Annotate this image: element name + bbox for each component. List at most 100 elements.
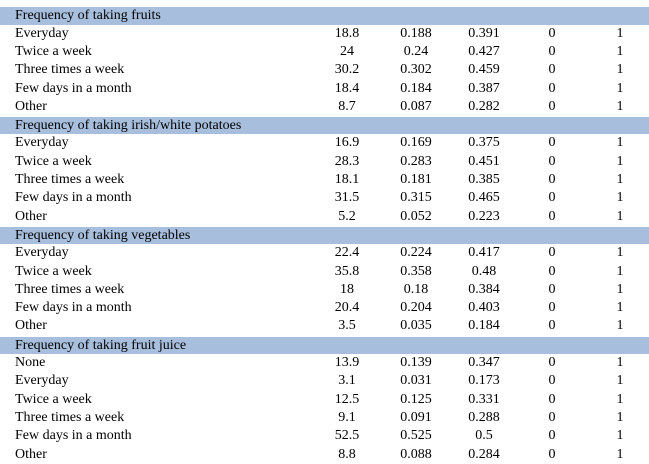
cell-value: 0 xyxy=(548,98,556,114)
cell-value: 28.3 xyxy=(334,153,360,169)
cell-value: 0.184 xyxy=(400,80,432,96)
cell-value: 0.088 xyxy=(400,446,432,462)
table-row: Three times a week 9.1 0.091 0.288 0 1 xyxy=(0,409,649,427)
table-row: Other 5.2 0.052 0.223 0 1 xyxy=(0,208,649,226)
row-label: Twice a week xyxy=(15,153,92,169)
cell-value: 35.8 xyxy=(334,263,360,279)
cell-value: 0 xyxy=(548,281,556,297)
cell-value: 0.284 xyxy=(468,446,500,462)
cell-value: 0.072 xyxy=(386,0,446,6)
cell-value: 0 xyxy=(548,428,556,444)
cell-value: 8.7 xyxy=(338,98,356,114)
section-header: Frequency of taking vegetables xyxy=(0,225,649,245)
cell-value: 0.125 xyxy=(400,391,432,407)
cell-value: 0.282 xyxy=(468,98,500,114)
cell-value: 1 xyxy=(616,172,624,187)
cell-value: 0.525 xyxy=(400,428,432,444)
cell-value: 1 xyxy=(616,98,624,114)
row-label: Other xyxy=(15,318,47,334)
cell-value: 0.331 xyxy=(468,391,500,407)
cell-value: 0.224 xyxy=(400,245,432,261)
cell-value: 0.184 xyxy=(468,318,500,334)
cell-value: 1 xyxy=(616,373,624,389)
table-row: Three times a week 30.2 0.302 0.459 0 1 xyxy=(0,61,649,79)
cell-value: 3.5 xyxy=(338,318,356,334)
cell-value: 1 xyxy=(616,300,624,316)
cell-value: 0.259 xyxy=(454,0,514,6)
cell-value: 0.091 xyxy=(400,409,432,425)
cell-value: 18.8 xyxy=(334,25,360,41)
row-label: Few days in a month xyxy=(15,190,132,206)
row-label: Few days in a month xyxy=(15,300,132,316)
table-row: Few days in a month 20.4 0.204 0.403 0 1 xyxy=(0,299,649,317)
cell-value: 3.1 xyxy=(338,373,356,389)
cell-value: 0.403 xyxy=(468,300,500,316)
cell-value: 0.223 xyxy=(468,208,500,224)
row-label: Everyday xyxy=(15,245,69,261)
cell-value: 0 xyxy=(548,391,556,407)
table-row: Twice a week 12.5 0.125 0.331 0 1 xyxy=(0,391,649,409)
row-label: Three times a week xyxy=(15,172,125,187)
row-label: Few days in a month xyxy=(15,80,132,96)
cell-value: 0.283 xyxy=(400,153,432,169)
cell-value: 0 xyxy=(548,355,556,370)
cell-value: 0.451 xyxy=(468,153,500,169)
cell-value: 20.4 xyxy=(334,300,360,316)
cell-value: 0.315 xyxy=(400,190,432,206)
cell-value: 0.204 xyxy=(400,300,432,316)
cell-value: 31.5 xyxy=(334,190,360,206)
cell-value: 1 xyxy=(616,263,624,279)
cell-value: 0.347 xyxy=(468,355,500,370)
table-row: Other 3.5 0.035 0.184 0 1 xyxy=(0,317,649,335)
section-title: Frequency of taking vegetables xyxy=(15,227,191,243)
row-label: Three times a week xyxy=(15,409,125,425)
cell-value: 1 xyxy=(616,409,624,425)
cell-value: 0 xyxy=(548,62,556,78)
table-row: Twice a week 28.3 0.283 0.451 0 1 xyxy=(0,153,649,171)
row-label: Twice a week xyxy=(15,391,92,407)
cell-value: 0.035 xyxy=(400,318,432,334)
cell-value: 8.8 xyxy=(338,446,356,462)
cell-value: 1 xyxy=(616,80,624,96)
cell-value: 0.459 xyxy=(468,62,500,78)
table-row: Other 7.2 0.072 0.259 0 1 xyxy=(0,0,649,6)
cell-value: 0.375 xyxy=(468,135,500,151)
cell-value: 0.387 xyxy=(468,80,500,96)
cell-value: 16.9 xyxy=(334,135,360,151)
cell-value: 1 xyxy=(616,43,624,59)
cell-value: 30.2 xyxy=(334,62,360,78)
cell-value: 0.24 xyxy=(403,43,429,59)
cell-value: 0 xyxy=(548,153,556,169)
cell-value: 0.385 xyxy=(468,172,500,187)
cell-value: 0.052 xyxy=(400,208,432,224)
row-label: Other xyxy=(15,208,47,224)
cell-value: 22.4 xyxy=(334,245,360,261)
table-row: Three times a week 18.1 0.181 0.385 0 1 xyxy=(0,171,649,189)
cell-value: 1 xyxy=(590,0,649,6)
cell-value: 1 xyxy=(616,245,624,261)
cell-value: 0 xyxy=(522,0,582,6)
cell-value: 0.384 xyxy=(468,281,500,297)
table-row: Everyday 18.8 0.188 0.391 0 1 xyxy=(0,25,649,43)
cell-value: 13.9 xyxy=(334,355,360,370)
cell-value: 0 xyxy=(548,43,556,59)
row-label: Three times a week xyxy=(15,281,125,297)
table-row: Few days in a month 31.5 0.315 0.465 0 1 xyxy=(0,189,649,207)
cell-value: 7.2 xyxy=(317,0,377,6)
cell-value: 18 xyxy=(340,281,354,297)
cell-value: 0.302 xyxy=(400,62,432,78)
table-row: Everyday 3.1 0.031 0.173 0 1 xyxy=(0,372,649,390)
row-label: Other xyxy=(15,0,47,6)
cell-value: 0.139 xyxy=(400,355,432,370)
cell-value: 0 xyxy=(548,409,556,425)
table-row: Three times a week 18 0.18 0.384 0 1 xyxy=(0,281,649,299)
cell-value: 0 xyxy=(548,190,556,206)
cell-value: 0.188 xyxy=(400,25,432,41)
cell-value: 0.427 xyxy=(468,43,500,59)
cell-value: 0 xyxy=(548,135,556,151)
cell-value: 1 xyxy=(616,391,624,407)
table-row: Everyday 16.9 0.169 0.375 0 1 xyxy=(0,134,649,152)
cell-value: 0 xyxy=(548,25,556,41)
row-label: Other xyxy=(15,98,47,114)
cell-value: 0 xyxy=(548,172,556,187)
